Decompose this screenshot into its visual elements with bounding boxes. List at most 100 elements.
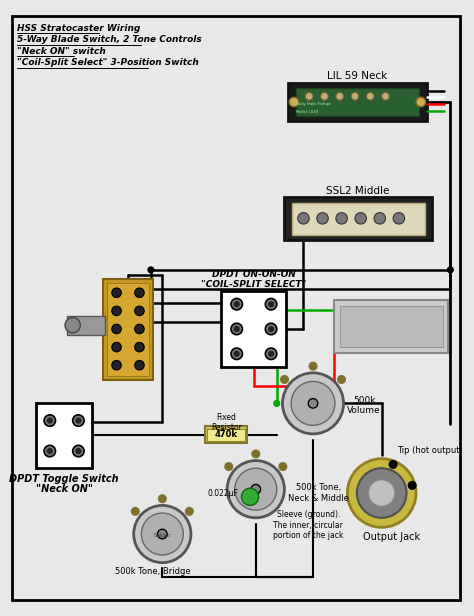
Circle shape (225, 463, 233, 471)
Circle shape (227, 461, 284, 518)
Text: SSL2 Middle: SSL2 Middle (326, 186, 390, 196)
Circle shape (241, 488, 259, 505)
Circle shape (47, 448, 52, 453)
Bar (334, 301, 448, 353)
Text: Tip (hot output): Tip (hot output) (397, 446, 463, 455)
Bar (207, 429, 246, 440)
Circle shape (347, 459, 416, 527)
Circle shape (416, 97, 426, 107)
Circle shape (355, 213, 366, 224)
Bar (67, 315, 105, 334)
Circle shape (234, 326, 239, 331)
Circle shape (73, 445, 84, 457)
Text: HSS Stratocaster Wiring: HSS Stratocaster Wiring (18, 24, 141, 33)
Text: DPDT ON-ON-ON: DPDT ON-ON-ON (212, 270, 296, 279)
Bar (103, 280, 153, 379)
Circle shape (135, 342, 144, 352)
Circle shape (357, 468, 407, 518)
Text: Lindy Fralin Pickups: Lindy Fralin Pickups (296, 102, 331, 106)
Circle shape (44, 445, 55, 457)
Bar (107, 283, 149, 376)
Circle shape (305, 92, 313, 100)
Text: DPDT Toggle Switch: DPDT Toggle Switch (9, 474, 119, 484)
Circle shape (157, 529, 167, 539)
Circle shape (265, 323, 277, 334)
Circle shape (409, 482, 416, 489)
Text: 5-Way Blade Switch, 2 Tone Controls: 5-Way Blade Switch, 2 Tone Controls (18, 35, 202, 44)
Circle shape (65, 317, 80, 333)
Circle shape (374, 213, 385, 224)
Circle shape (73, 415, 84, 426)
Circle shape (135, 324, 144, 334)
Bar (296, 87, 419, 116)
Circle shape (366, 92, 374, 100)
Circle shape (265, 299, 277, 310)
Circle shape (231, 323, 242, 334)
Bar (211, 428, 216, 442)
Circle shape (135, 306, 144, 315)
Circle shape (235, 468, 277, 510)
Circle shape (281, 376, 288, 383)
Circle shape (351, 92, 359, 100)
Circle shape (289, 97, 299, 107)
Text: Solder: Solder (154, 533, 171, 538)
Circle shape (131, 508, 139, 515)
Circle shape (291, 381, 335, 425)
Circle shape (283, 373, 344, 434)
Circle shape (112, 306, 121, 315)
Circle shape (112, 324, 121, 334)
Text: 0.022μF: 0.022μF (208, 490, 239, 498)
Circle shape (135, 360, 144, 370)
Circle shape (336, 213, 347, 224)
Circle shape (447, 267, 453, 273)
Bar (230, 428, 235, 442)
Bar (288, 83, 427, 121)
Circle shape (76, 418, 81, 423)
Circle shape (368, 480, 395, 506)
Circle shape (251, 484, 261, 494)
Circle shape (298, 213, 309, 224)
Text: Model: LIL59: Model: LIL59 (296, 110, 318, 113)
Text: 500k Tone, Bridge: 500k Tone, Bridge (115, 567, 191, 577)
Circle shape (158, 495, 166, 503)
Circle shape (234, 302, 239, 307)
Bar (36, 403, 92, 468)
Circle shape (317, 213, 328, 224)
Circle shape (44, 415, 55, 426)
Circle shape (141, 513, 183, 555)
Bar (340, 306, 443, 347)
Circle shape (185, 508, 193, 515)
Text: 500k Tone,
Neck & Middle: 500k Tone, Neck & Middle (288, 484, 349, 503)
Circle shape (265, 348, 277, 360)
Text: "Neck ON" switch: "Neck ON" switch (18, 47, 106, 55)
Circle shape (269, 326, 273, 331)
Circle shape (231, 299, 242, 310)
Circle shape (337, 376, 346, 383)
Circle shape (76, 448, 81, 453)
Circle shape (135, 288, 144, 298)
Circle shape (309, 362, 317, 370)
Bar (205, 426, 247, 444)
Circle shape (112, 288, 121, 298)
Circle shape (389, 461, 397, 468)
Circle shape (308, 399, 318, 408)
Text: "Coil-Split Select" 3-Position Switch: "Coil-Split Select" 3-Position Switch (18, 58, 199, 67)
Circle shape (112, 360, 121, 370)
Circle shape (231, 348, 242, 360)
Text: "Neck ON": "Neck ON" (36, 484, 92, 495)
Text: Output Jack: Output Jack (363, 532, 420, 542)
Text: LIL 59 Neck: LIL 59 Neck (327, 71, 387, 81)
Circle shape (269, 302, 273, 307)
Text: 500k
Volume: 500k Volume (347, 395, 381, 415)
Circle shape (252, 450, 260, 458)
Circle shape (112, 342, 121, 352)
Bar (292, 203, 425, 235)
Circle shape (382, 92, 389, 100)
Bar (284, 197, 432, 240)
Bar (221, 291, 286, 367)
Circle shape (274, 400, 280, 406)
Circle shape (47, 418, 52, 423)
Circle shape (148, 267, 154, 273)
Circle shape (269, 351, 273, 356)
Text: 470k: 470k (215, 431, 238, 439)
